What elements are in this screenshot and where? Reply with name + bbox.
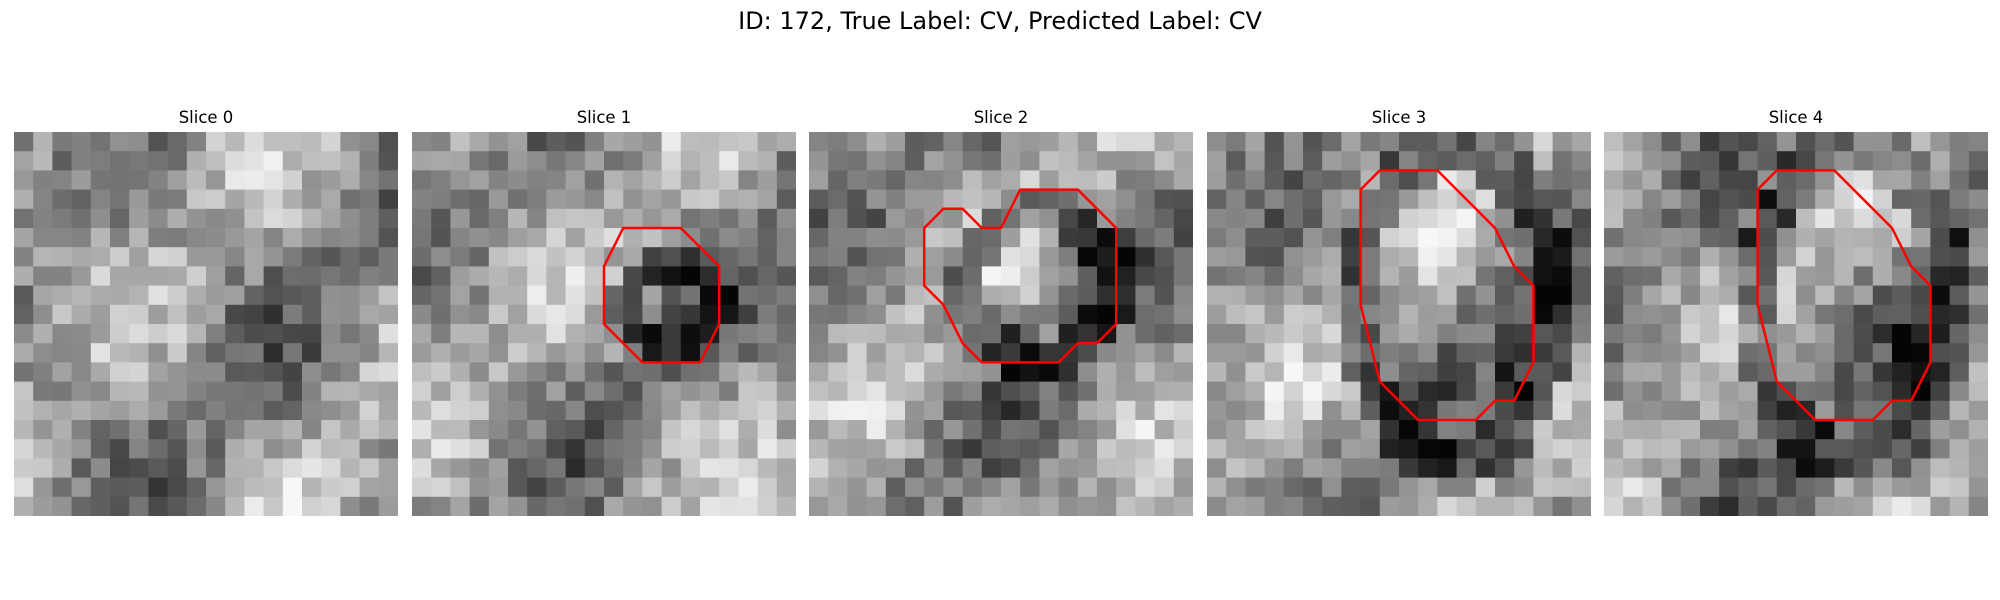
slice-title: Slice 1 xyxy=(576,108,632,127)
segmentation-contour xyxy=(1756,169,1932,422)
slice-image xyxy=(1604,132,1988,516)
slice-image xyxy=(1207,132,1591,516)
slice-title: Slice 3 xyxy=(1371,108,1427,127)
slice-image xyxy=(412,132,796,516)
slice-image xyxy=(809,132,1193,516)
slice-title: Slice 4 xyxy=(1768,108,1824,127)
figure-title: ID: 172, True Label: CV, Predicted Label… xyxy=(738,7,1262,35)
slice-panel-3: Slice 3 xyxy=(1207,108,1591,516)
segmentation-contour xyxy=(922,188,1118,364)
slice-title: Slice 0 xyxy=(178,108,234,127)
segmentation-contour xyxy=(602,226,721,364)
slice-panel-2: Slice 2 xyxy=(809,108,1193,516)
slice-panel-4: Slice 4 xyxy=(1604,108,1988,516)
segmentation-contour xyxy=(1359,169,1535,422)
slice-panel-1: Slice 1 xyxy=(412,108,796,516)
slice-title: Slice 2 xyxy=(973,108,1029,127)
slice-panel-0: Slice 0 xyxy=(14,108,398,516)
slice-image xyxy=(14,132,398,516)
